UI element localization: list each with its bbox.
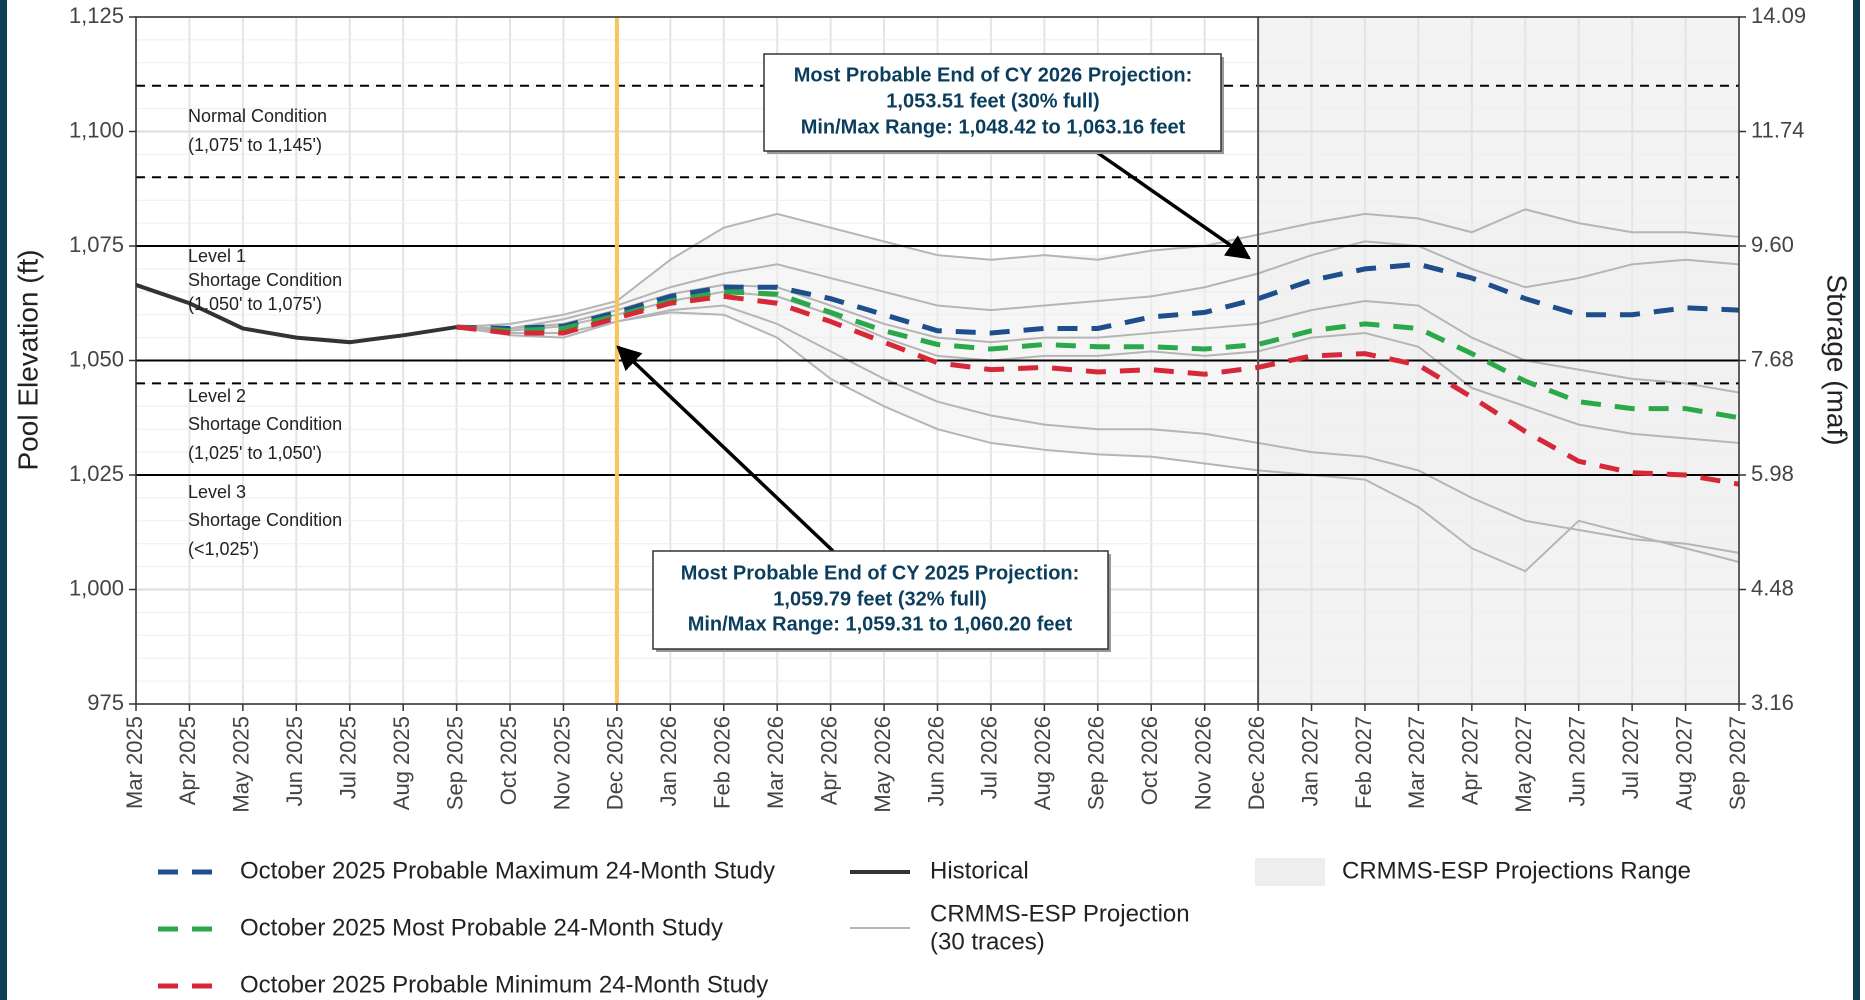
y-tick-label: 1,025 bbox=[69, 461, 124, 486]
legend-label: CRMMS-ESP Projection bbox=[930, 900, 1190, 927]
x-tick-label: Feb 2027 bbox=[1351, 716, 1376, 809]
x-tick-label: Apr 2025 bbox=[175, 716, 200, 805]
zone-label: Normal Condition bbox=[188, 106, 327, 126]
x-tick-label: Jan 2026 bbox=[656, 716, 681, 807]
projection-trace bbox=[456, 311, 1740, 573]
zone-label: (1,025' to 1,050') bbox=[188, 443, 322, 463]
y2-tick-label: 7.68 bbox=[1751, 346, 1794, 371]
legend-label: October 2025 Probable Maximum 24-Month S… bbox=[240, 857, 775, 884]
projection-trace bbox=[456, 208, 1740, 329]
y-tick-label: 1,000 bbox=[69, 575, 124, 600]
x-tick-label: Mar 2025 bbox=[122, 716, 147, 809]
x-tick-label: May 2026 bbox=[870, 716, 895, 813]
annotation-text: Most Probable End of CY 2025 Projection: bbox=[681, 562, 1080, 584]
annotations: Normal Condition (1,075' to 1,145') Level … bbox=[188, 53, 1252, 652]
zone-label: (<1,025') bbox=[188, 539, 259, 559]
left-border bbox=[0, 0, 7, 1000]
zone-label: (1,075' to 1,145') bbox=[188, 135, 322, 155]
x-tick-label: Aug 2027 bbox=[1671, 716, 1696, 810]
legend-label: October 2025 Most Probable 24-Month Stud… bbox=[240, 914, 723, 941]
annotation-text: Min/Max Range: 1,048.42 to 1,063.16 feet bbox=[801, 116, 1186, 138]
x-tick-label: Apr 2027 bbox=[1458, 716, 1483, 805]
y2-axis-title: Storage (maf) bbox=[1822, 274, 1853, 445]
y-tick-label: 1,125 bbox=[69, 3, 124, 28]
x-tick-label: Sep 2027 bbox=[1725, 716, 1750, 810]
annotation-text: 1,053.51 feet (30% full) bbox=[886, 90, 1099, 112]
y2-tick-label: 5.98 bbox=[1751, 461, 1794, 486]
annotation-box bbox=[763, 53, 1222, 152]
annotation-text: 1,059.79 feet (32% full) bbox=[773, 588, 986, 610]
x-tick-label: Jul 2026 bbox=[977, 716, 1002, 799]
series-line bbox=[456, 293, 1740, 487]
x-tick-label: Oct 2026 bbox=[1137, 716, 1162, 805]
data bbox=[135, 17, 1740, 704]
zone-label: Shortage Condition bbox=[188, 270, 342, 290]
y-tick-label: 1,050 bbox=[69, 346, 124, 371]
x-tick-label: Jun 2026 bbox=[923, 716, 948, 807]
x-tick-label: Dec 2026 bbox=[1244, 716, 1269, 810]
axes: 975 1,000 1,025 1,050 1,075 1,100 1,125 3.16 4.4… bbox=[69, 3, 1806, 813]
zone-label: Level 1 bbox=[188, 246, 246, 266]
projection-range-area bbox=[456, 207, 1740, 572]
x-tick-label: Jun 2025 bbox=[282, 716, 307, 807]
legend-label: October 2025 Probable Minimum 24-Month S… bbox=[240, 971, 768, 998]
x-tick-label: Jan 2027 bbox=[1297, 716, 1322, 807]
y2-tick-label: 11.74 bbox=[1751, 117, 1804, 142]
y-tick-label: 1,100 bbox=[69, 117, 124, 142]
annotation-text: Min/Max Range: 1,059.31 to 1,060.20 feet bbox=[688, 613, 1073, 635]
x-tick-label: Apr 2026 bbox=[816, 716, 841, 805]
x-tick-label: Oct 2025 bbox=[496, 716, 521, 805]
series-line bbox=[456, 261, 1740, 336]
annotation-box bbox=[652, 550, 1109, 650]
x-tick-label: Sep 2025 bbox=[442, 716, 467, 810]
annotation-text: Most Probable End of CY 2026 Projection: bbox=[794, 64, 1193, 86]
legend: October 2025 Probable Maximum 24-Month S… bbox=[158, 857, 1691, 998]
x-tick-label: May 2027 bbox=[1511, 716, 1536, 813]
zone-label: Level 2 bbox=[188, 386, 246, 406]
zone-label: Shortage Condition bbox=[188, 414, 342, 434]
annotation-arrow bbox=[1094, 149, 1252, 260]
legend-swatch bbox=[1255, 858, 1325, 886]
x-tick-label: Feb 2026 bbox=[710, 716, 735, 809]
y2-tick-label: 3.16 bbox=[1751, 690, 1794, 715]
zone-label: Level 3 bbox=[188, 482, 246, 502]
x-tick-label: Jun 2027 bbox=[1565, 716, 1590, 807]
x-tick-label: Mar 2027 bbox=[1404, 716, 1429, 809]
x-tick-label: Jul 2025 bbox=[336, 716, 361, 799]
zone-label: (1,050' to 1,075') bbox=[188, 294, 322, 314]
right-border bbox=[1853, 0, 1860, 1000]
y2-tick-label: 14.09 bbox=[1751, 3, 1806, 28]
legend-label: (30 traces) bbox=[930, 928, 1045, 955]
x-tick-label: Sep 2026 bbox=[1084, 716, 1109, 810]
legend-label: CRMMS-ESP Projections Range bbox=[1342, 857, 1691, 884]
series-line bbox=[135, 283, 457, 345]
x-tick-label: Nov 2026 bbox=[1190, 716, 1215, 810]
y2-tick-label: 4.48 bbox=[1751, 575, 1794, 600]
annotation-arrow bbox=[616, 345, 835, 553]
projection-trace bbox=[456, 240, 1740, 330]
x-tick-label: Nov 2025 bbox=[549, 716, 574, 810]
x-tick-label: Jul 2027 bbox=[1618, 716, 1643, 799]
projection-trace bbox=[456, 304, 1740, 554]
x-tick-label: May 2025 bbox=[229, 716, 254, 813]
legend-label: Historical bbox=[930, 857, 1029, 884]
y-tick-label: 975 bbox=[87, 690, 124, 715]
zone-label: Shortage Condition bbox=[188, 510, 342, 530]
x-tick-label: Aug 2026 bbox=[1030, 716, 1055, 810]
y2-tick-label: 9.60 bbox=[1751, 232, 1794, 257]
x-tick-label: Aug 2025 bbox=[389, 716, 414, 810]
x-tick-label: Mar 2026 bbox=[763, 716, 788, 809]
y-tick-label: 1,075 bbox=[69, 232, 124, 257]
y-axis-title: Pool Elevation (ft) bbox=[12, 250, 43, 471]
x-tick-label: Dec 2025 bbox=[603, 716, 628, 810]
